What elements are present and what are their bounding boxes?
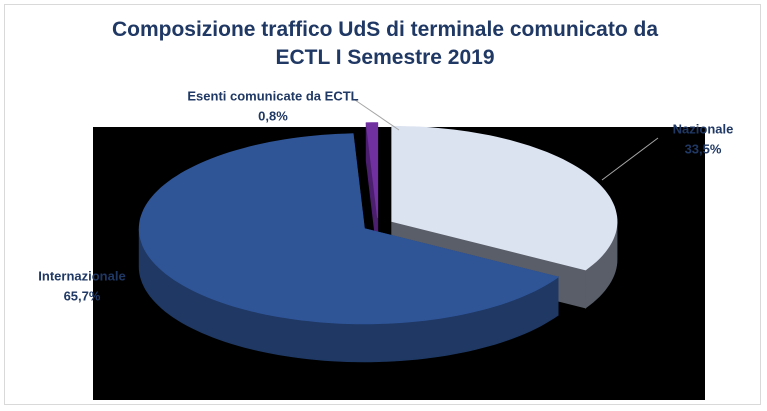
data-label-value: 65,7%	[64, 288, 101, 303]
data-label-name: Esenti comunicate da ECTL	[187, 88, 358, 103]
data-label-value: 33,5%	[685, 141, 722, 156]
slice	[138, 133, 560, 325]
slice	[391, 125, 618, 271]
chart-title: Composizione traffico UdS di terminale c…	[111, 18, 659, 69]
leader-line	[354, 99, 400, 131]
data-label-name: Nazionale	[673, 121, 734, 136]
leader-line	[601, 137, 659, 181]
chart-frame	[4, 4, 761, 405]
data-label-value: 0,8%	[258, 108, 288, 123]
data-label-name: Internazionale	[38, 268, 125, 283]
slice	[365, 122, 379, 218]
